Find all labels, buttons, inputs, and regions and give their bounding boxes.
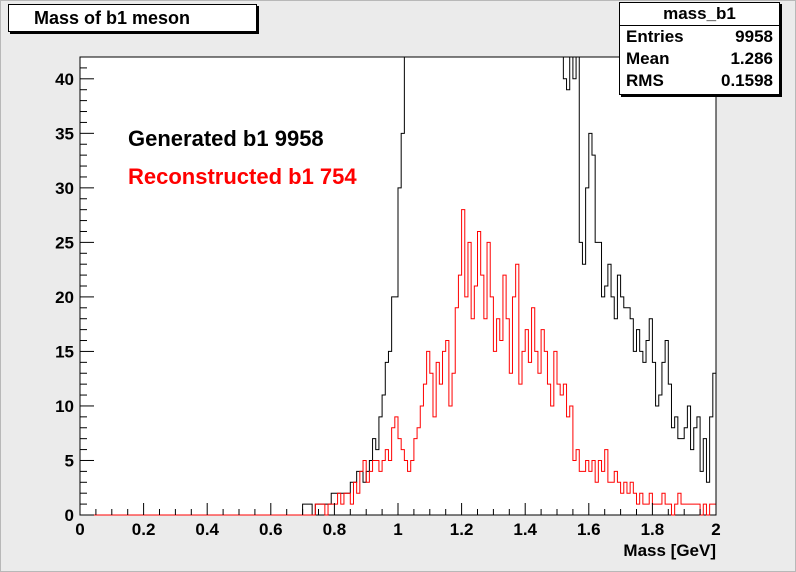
stats-row-mean: Mean 1.286	[620, 48, 779, 70]
y-tick-label: 15	[55, 342, 74, 361]
legend-generated: Generated b1 9958	[128, 126, 324, 151]
y-tick-label: 10	[55, 397, 74, 416]
y-tick-label: 5	[65, 451, 74, 470]
x-tick-label: 0	[75, 520, 84, 539]
x-tick-label: 0.4	[195, 520, 219, 539]
chart-title: Mass of b1 meson	[34, 8, 191, 28]
x-tick-label: 2	[711, 520, 720, 539]
legend-reconstructed: Reconstructed b1 754	[128, 164, 357, 189]
x-tick-label: 1.8	[641, 520, 665, 539]
y-tick-label: 25	[55, 233, 74, 252]
x-tick-label: 1.4	[513, 520, 537, 539]
stats-value-rms: 0.1598	[721, 71, 773, 90]
x-tick-label: 0.8	[323, 520, 347, 539]
stats-label-entries: Entries	[626, 27, 684, 46]
stats-row-rms: RMS 0.1598	[620, 70, 779, 92]
y-tick-label: 40	[55, 70, 74, 89]
y-tick-label: 0	[65, 506, 74, 525]
stats-value-mean: 1.286	[730, 49, 773, 68]
y-tick-label: 30	[55, 179, 74, 198]
stats-value-entries: 9958	[735, 27, 773, 46]
stats-label-mean: Mean	[626, 49, 670, 68]
x-tick-label: 1.6	[577, 520, 601, 539]
chart-title-box: Mass of b1 meson	[8, 4, 257, 32]
x-tick-label: 1.2	[450, 520, 474, 539]
series-generated	[80, 56, 716, 516]
x-tick-label: 1	[393, 520, 402, 539]
stats-box: mass_b1 Entries 9958 Mean 1.286 RMS 0.15…	[619, 2, 780, 95]
x-tick-label: 0.2	[132, 520, 156, 539]
y-tick-label: 20	[55, 288, 74, 307]
stats-label-rms: RMS	[626, 71, 664, 90]
x-axis-label: Mass [GeV]	[623, 541, 716, 560]
series-reconstructed	[80, 209, 716, 516]
x-tick-label: 0.6	[259, 520, 283, 539]
y-tick-label: 35	[55, 124, 74, 143]
stats-row-entries: Entries 9958	[620, 26, 779, 48]
stats-name: mass_b1	[620, 3, 779, 26]
